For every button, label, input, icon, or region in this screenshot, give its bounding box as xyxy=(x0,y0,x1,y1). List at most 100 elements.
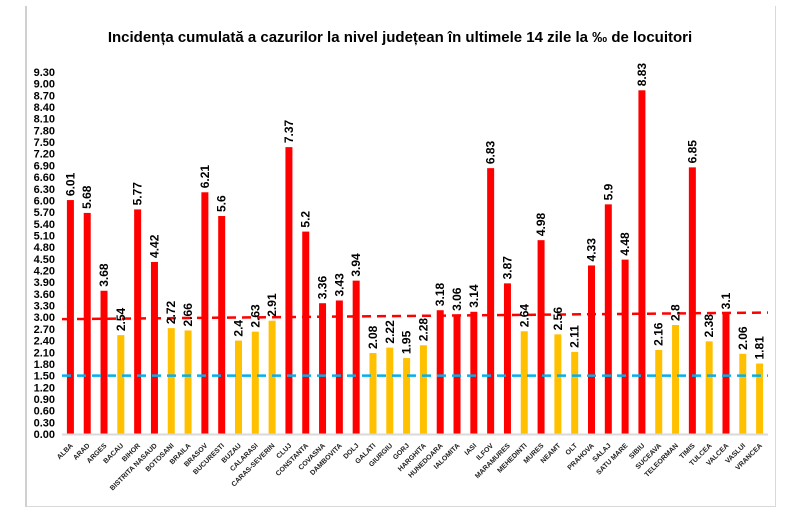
data-label: 3.68 xyxy=(97,263,111,287)
data-label: 2.91 xyxy=(265,293,279,317)
data-label: 3.87 xyxy=(500,256,514,280)
bar xyxy=(756,363,764,434)
threshold-line-red xyxy=(61,311,769,321)
data-label: 2.72 xyxy=(164,300,178,324)
y-tick-label: 4.50 xyxy=(34,254,55,266)
bar xyxy=(184,330,192,434)
y-tick-label: 4.80 xyxy=(34,242,55,254)
y-tick-label: 2.40 xyxy=(34,336,55,348)
y-tick-label: 7.20 xyxy=(34,149,55,161)
data-label: 2.06 xyxy=(736,326,750,350)
bar xyxy=(672,325,680,434)
data-label: 8.83 xyxy=(635,63,649,87)
y-tick-label: 6.90 xyxy=(34,160,55,172)
data-label: 5.68 xyxy=(80,185,94,209)
y-tick-label: 6.00 xyxy=(34,195,55,207)
y-tick-label: 7.50 xyxy=(34,137,55,149)
y-tick-label: 9.00 xyxy=(34,79,55,91)
data-label: 2.56 xyxy=(551,307,565,331)
y-tick-label: 1.20 xyxy=(34,382,55,394)
y-tick-label: 3.00 xyxy=(34,312,55,324)
bar xyxy=(150,261,158,434)
data-label: 3.36 xyxy=(316,276,330,300)
bar xyxy=(419,345,427,434)
chart-title: Incidența cumulată a cazurilor la nivel … xyxy=(107,29,693,46)
data-label: 6.83 xyxy=(484,140,498,164)
data-label: 3.94 xyxy=(349,253,363,277)
data-label: 2.16 xyxy=(652,322,666,346)
bar xyxy=(268,320,276,434)
bar xyxy=(571,351,579,434)
bar xyxy=(285,147,293,434)
bar xyxy=(100,290,108,434)
y-tick-label: 2.10 xyxy=(34,347,55,359)
data-label: 5.77 xyxy=(131,182,145,206)
data-label: 5.9 xyxy=(601,183,615,200)
y-tick-label: 3.90 xyxy=(34,277,55,289)
bar xyxy=(554,334,562,434)
bar xyxy=(251,331,259,434)
data-label: 2.54 xyxy=(114,307,128,331)
bar xyxy=(655,349,663,434)
bar xyxy=(436,310,444,434)
bar xyxy=(117,335,125,434)
data-label: 3.1 xyxy=(719,292,733,309)
bar xyxy=(588,265,595,434)
bar xyxy=(335,300,343,434)
bar xyxy=(604,204,612,434)
data-label: 3.14 xyxy=(467,284,481,308)
data-label: 4.98 xyxy=(534,212,548,236)
data-label: 2.66 xyxy=(181,303,195,327)
data-label: 5.2 xyxy=(299,211,313,228)
bar xyxy=(352,280,360,434)
bar xyxy=(302,231,310,434)
y-tick-label: 4.20 xyxy=(34,266,55,278)
data-label: 6.21 xyxy=(198,165,212,189)
y-tick-label: 8.10 xyxy=(34,114,55,126)
y-tick-label: 3.30 xyxy=(34,301,55,313)
y-tick-label: 6.30 xyxy=(34,184,55,196)
x-tick-label: IASI xyxy=(464,442,479,457)
y-tick-label: 1.50 xyxy=(34,371,55,383)
data-label: 2.64 xyxy=(517,304,531,328)
bar xyxy=(537,240,545,434)
data-label: 2.38 xyxy=(702,314,716,338)
y-tick-label: 8.70 xyxy=(34,90,55,102)
bar xyxy=(201,192,209,434)
bar xyxy=(218,216,226,434)
y-tick-label: 7.80 xyxy=(34,125,55,137)
bar xyxy=(705,341,713,434)
bar xyxy=(319,303,327,434)
data-label: 2.28 xyxy=(416,318,430,342)
data-label: 2.11 xyxy=(568,325,582,348)
data-label: 1.81 xyxy=(753,336,767,360)
bar xyxy=(688,167,696,434)
data-label: 5.6 xyxy=(215,195,229,212)
y-tick-label: 3.60 xyxy=(34,289,55,301)
data-label: 2.63 xyxy=(248,304,262,328)
data-label: 2.22 xyxy=(383,320,397,344)
bar xyxy=(739,353,747,434)
data-label: 2.8 xyxy=(669,304,683,321)
bar xyxy=(167,328,175,434)
chart-frame xyxy=(25,6,776,507)
y-tick-label: 8.40 xyxy=(34,102,55,114)
bar xyxy=(369,353,377,434)
data-label: 4.48 xyxy=(618,232,632,256)
y-tick-label: 5.40 xyxy=(34,219,55,231)
bar xyxy=(403,358,411,434)
data-label: 7.37 xyxy=(282,119,296,143)
y-tick-label: 5.10 xyxy=(34,230,55,242)
y-tick-label: 0.30 xyxy=(34,417,55,429)
data-label: 4.42 xyxy=(147,234,161,258)
bar xyxy=(638,90,646,435)
data-label: 3.18 xyxy=(433,283,447,307)
bar xyxy=(487,168,495,434)
bar xyxy=(83,212,91,434)
bar xyxy=(520,331,528,434)
data-label: 3.43 xyxy=(332,273,346,297)
y-tick-label: 1.80 xyxy=(34,359,55,371)
data-label: 6.85 xyxy=(685,140,699,164)
data-label: 4.33 xyxy=(585,238,599,262)
